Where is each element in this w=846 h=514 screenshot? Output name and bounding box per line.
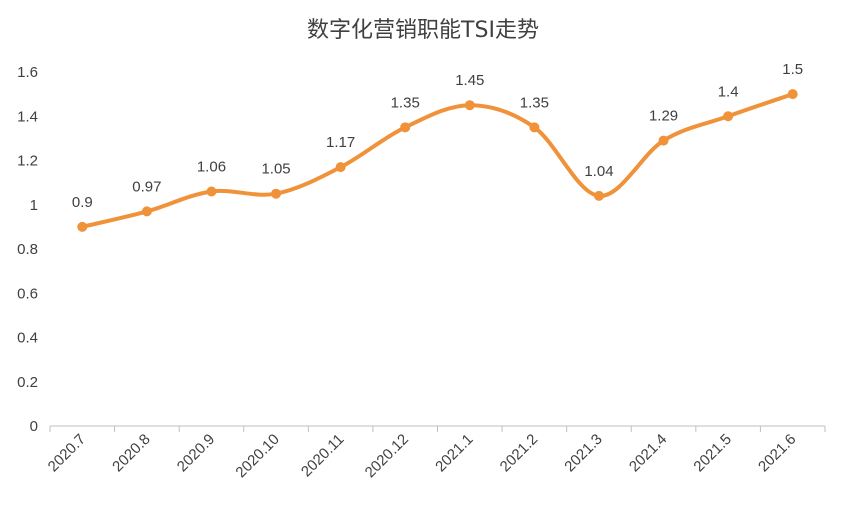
y-tick-label: 0.4 <box>17 330 38 347</box>
x-tick-label: 2021.6 <box>755 431 799 475</box>
data-point <box>271 188 282 199</box>
x-tick-label: 2021.2 <box>497 431 541 475</box>
data-label: 0.9 <box>72 194 93 211</box>
x-tick-label: 2020.9 <box>174 431 218 475</box>
data-point <box>335 162 346 173</box>
data-label: 0.97 <box>132 178 161 195</box>
data-label: 1.35 <box>391 94 420 111</box>
data-point <box>400 122 411 133</box>
x-tick-label: 2020.12 <box>362 431 412 481</box>
data-label: 1.17 <box>326 134 355 151</box>
data-label: 1.06 <box>197 158 226 175</box>
x-tick-label: 2020.11 <box>298 431 348 481</box>
x-tick-label: 2021.4 <box>626 431 670 475</box>
chart-title: 数字化营销职能TSI走势 <box>307 18 539 43</box>
data-point <box>723 111 734 122</box>
data-label: 1.4 <box>718 83 739 100</box>
y-tick-label: 1 <box>30 197 38 214</box>
x-tick-label: 2021.5 <box>690 431 734 475</box>
data-point <box>529 122 540 133</box>
y-tick-label: 0 <box>30 418 38 435</box>
data-label: 1.05 <box>261 161 290 178</box>
y-tick-label: 1.6 <box>17 64 38 81</box>
series-line <box>80 92 795 229</box>
data-label: 1.45 <box>455 72 484 89</box>
y-tick-label: 0.8 <box>17 241 38 258</box>
data-point <box>593 190 604 201</box>
x-tick-label: 2020.8 <box>109 431 153 475</box>
data-point <box>77 221 88 232</box>
x-tick-label: 2020.7 <box>45 431 89 475</box>
y-tick-label: 1.2 <box>17 153 38 170</box>
data-point <box>787 89 798 100</box>
y-tick-label: 0.2 <box>17 374 38 391</box>
data-label: 1.04 <box>584 163 613 180</box>
data-label: 1.35 <box>520 94 549 111</box>
x-tick-label: 2021.3 <box>561 431 605 475</box>
y-tick-label: 0.6 <box>17 285 38 302</box>
data-point <box>658 135 669 146</box>
data-point <box>206 186 217 197</box>
data-label: 1.5 <box>782 61 803 78</box>
x-tick-label: 2021.1 <box>432 431 476 475</box>
x-tick-label: 2020.10 <box>232 431 282 481</box>
data-label: 1.29 <box>649 108 678 125</box>
data-point <box>464 100 475 111</box>
y-tick-label: 1.4 <box>17 108 38 125</box>
data-point <box>141 206 152 217</box>
